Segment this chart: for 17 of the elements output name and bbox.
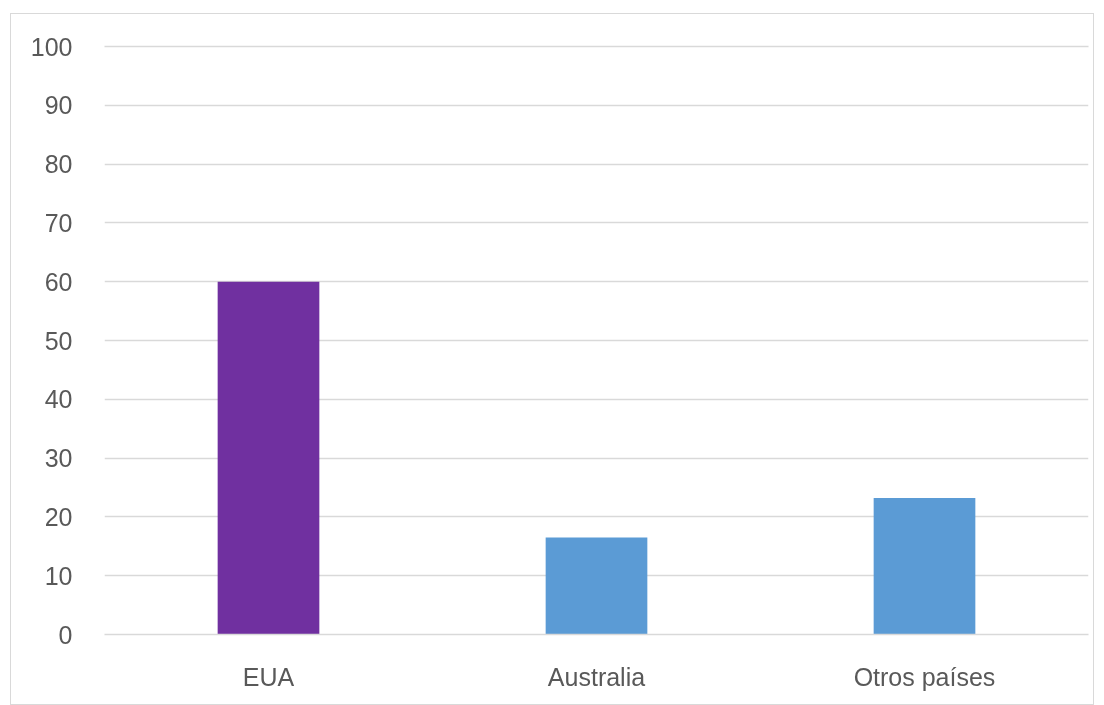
x-tick-label: Australia bbox=[547, 662, 646, 691]
x-tick-label: Otros países bbox=[853, 662, 996, 691]
y-tick-label: 10 bbox=[44, 561, 73, 590]
y-tick-label: 80 bbox=[44, 150, 73, 179]
bar bbox=[545, 537, 648, 635]
y-tick-label: 60 bbox=[44, 267, 73, 296]
y-tick-label: 70 bbox=[44, 208, 73, 237]
y-tick-label: 30 bbox=[44, 444, 73, 473]
y-tick-label: 40 bbox=[44, 385, 73, 414]
bar bbox=[873, 498, 976, 635]
y-tick-label: 50 bbox=[44, 326, 73, 355]
bar bbox=[217, 281, 320, 635]
y-tick-label: 90 bbox=[44, 91, 73, 120]
y-tick-label: 20 bbox=[44, 502, 73, 531]
y-tick-label: 100 bbox=[30, 32, 73, 61]
y-tick-label: 0 bbox=[58, 620, 73, 649]
x-tick-label: EUA bbox=[242, 662, 295, 691]
